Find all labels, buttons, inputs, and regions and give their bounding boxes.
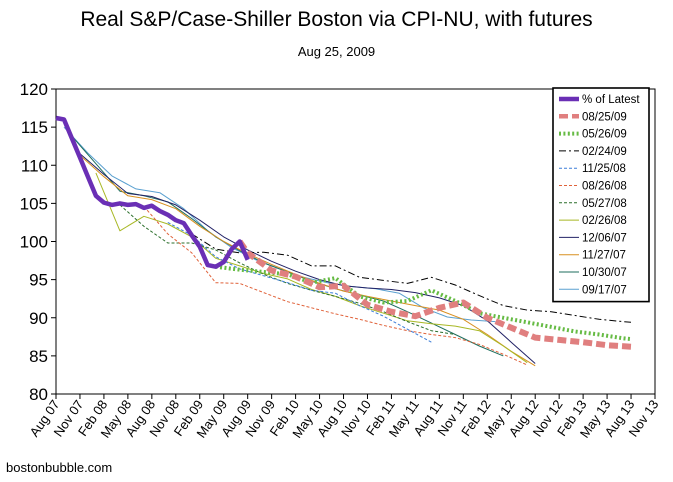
series-line-11-25-08 — [167, 221, 432, 343]
legend-label: 12/06/07 — [582, 232, 627, 244]
series-line-08-25-09 — [237, 239, 632, 350]
legend-box — [552, 87, 650, 303]
chart-subtitle: Aug 25, 2009 — [297, 44, 376, 59]
legend-label: 08/25/09 — [582, 111, 627, 123]
y-tick-label: 120 — [20, 80, 48, 99]
footer-source: bostonbubble.com — [6, 460, 113, 475]
series-line--of-latest — [55, 115, 250, 269]
y-tick-label: 90 — [29, 309, 48, 328]
legend-label: % of Latest — [582, 94, 640, 106]
series-line-11-27-07 — [79, 154, 536, 367]
series-line-02-24-09 — [191, 233, 632, 323]
legend-label: 11/25/08 — [582, 163, 626, 175]
legend-label: 08/26/08 — [582, 181, 627, 193]
y-tick-label: 80 — [29, 385, 48, 404]
legend-label: 11/27/07 — [582, 250, 626, 262]
legend-label: 02/24/09 — [582, 146, 627, 158]
legend-label: 09/17/07 — [582, 284, 627, 296]
series-line-10-30-07 — [71, 135, 504, 357]
series-line-12-06-07 — [79, 153, 536, 364]
y-tick-label: 85 — [29, 347, 48, 366]
y-tick-label: 105 — [20, 194, 48, 213]
series-line-08-26-08 — [143, 206, 528, 366]
series-line-02-26-08 — [95, 172, 528, 364]
y-tick-label: 95 — [29, 271, 48, 290]
y-tick-label: 100 — [20, 233, 48, 252]
legend-label: 05/27/08 — [582, 198, 627, 210]
legend-label: 02/26/08 — [582, 215, 627, 227]
chart-title: Real S&P/Case-Shiller Boston via CPI-NU,… — [80, 8, 593, 31]
series-line-05-27-08 — [119, 204, 456, 335]
y-tick-label: 110 — [21, 156, 48, 175]
legend-label: 10/30/07 — [582, 267, 627, 279]
legend-label: 05/26/09 — [582, 129, 627, 141]
y-tick-label: 115 — [21, 118, 48, 137]
